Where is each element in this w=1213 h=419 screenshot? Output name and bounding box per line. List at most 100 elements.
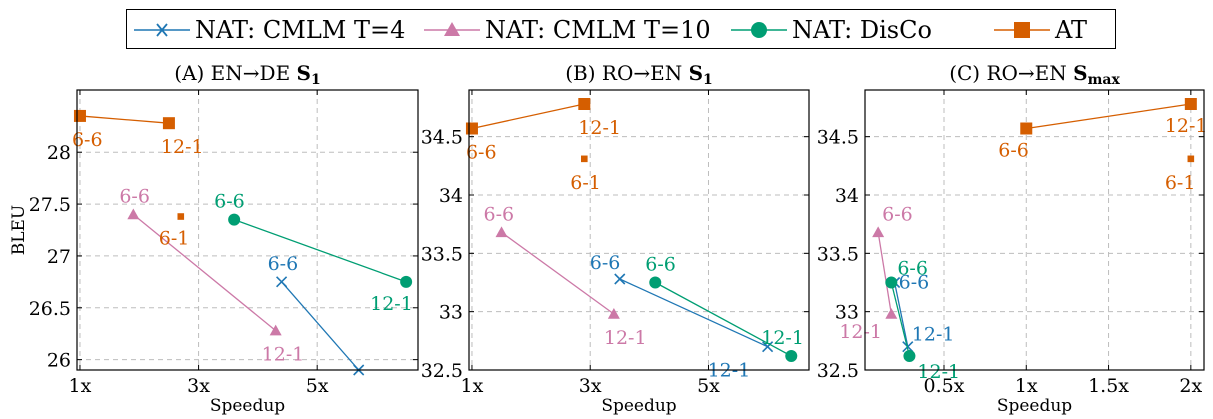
panel-a-xtick-label: 5x [306,375,329,397]
panel-c-ytick-label: 33 [835,302,859,324]
panel-a-point-cmlm4-b [276,276,288,288]
legend-item-disco: NAT: DisCo [730,10,932,50]
panel-a-point-label-disco: 6-6 [214,191,245,213]
panel-c-point-label-cmlm10: 12-1 [839,321,882,343]
panel-a-point-disco [228,213,241,226]
panel-c-ytick-label: 34 [835,185,859,207]
panel-a-ylabel: BLEU [9,205,29,256]
panel-b-point-label-cmlm10: 6-6 [484,203,515,225]
panel-b-point-disco [649,276,662,289]
panel-a-point-label-disco: 12-1 [370,293,413,315]
legend-label-at: AT [1055,16,1088,44]
panel-b-ytick-label: 33.5 [421,243,463,265]
panel-a-point-label-at: 12-1 [161,136,204,158]
panel-a-series-line-cmlm10 [132,213,277,332]
panel-a-ytick-label: 26.5 [29,298,71,320]
panel-b-point-label-cmlm4: 6-6 [590,252,621,274]
panel-a-xtick-label: 1x [69,375,92,397]
panel-a-point-cmlm10 [127,208,140,220]
panel-b-point-cmlm10 [495,226,508,238]
panel-c-ytick-label: 32.5 [817,360,859,382]
panel-c-series-line-at [1026,103,1191,130]
panel-c-xlabel: Speedup [997,396,1072,416]
panel-c-point-label-at: 6-6 [998,140,1029,162]
panel-a-point-cmlm10 [269,324,282,336]
legend-label-cmlm10: NAT: CMLM T=10 [485,16,711,44]
panel-c-series-line-disco [890,282,911,357]
panel-c-series-line-cmlm4 [893,282,909,347]
panel-b-point-label-at: 12-1 [578,117,621,139]
panel-b-point-label-at: 6-6 [466,142,497,164]
panel-b-series-line-cmlm4 [619,278,768,348]
panel-b-series-line-cmlm10 [501,231,615,315]
panel-a-ytick-label: 26 [47,350,71,372]
panel-b-ytick-label: 32.5 [421,360,463,382]
panel-b-point-cmlm4-b [614,273,626,285]
panel-b-point-label-disco: 12-1 [761,327,804,349]
panel-a-point-at [73,109,86,122]
legend-label-disco: NAT: DisCo [792,16,932,44]
panel-a-xlabel: Speedup [210,396,285,416]
panel-b-point-disco [785,350,798,362]
panel-c-point-cmlm10 [885,308,898,319]
panel-c-point-at [1020,122,1033,135]
legend-marker-x-icon [134,23,190,37]
panel-b-title: (B) RO→EN S1 [565,61,713,88]
panel-b-point-cmlm4-b [762,341,774,353]
legend-marker-square-icon [994,22,1050,38]
panel-a-extra-point-at [177,213,185,220]
panel-c-extra-point-label-at: 6-1 [1165,172,1196,194]
legend-item-cmlm10: NAT: CMLM T=10 [423,10,711,50]
panel-b-ytick-label: 34 [439,185,463,207]
panel-b-xtick-label: 3x [579,375,602,397]
panel-c-frame [864,89,1205,371]
panel-b-point-label-disco: 6-6 [645,254,676,276]
panel-c-xtick-label: 1x [1015,375,1038,397]
panel-c-point-label-cmlm4: 6-6 [899,272,930,294]
panel-c-point-disco [885,276,898,289]
panel-a-extra-point-label-at: 6-1 [159,228,190,250]
panel-b-point-at [578,98,591,110]
panel-a-point-disco [400,275,413,288]
panel-c-point-at [1184,98,1197,110]
legend-item-cmlm4: NAT: CMLM T=4 [133,10,405,50]
panel-c-ytick-label: 34.5 [817,127,859,149]
panel-b-series-line-at [471,103,585,130]
panel-b-ytick-label: 33 [439,302,463,324]
panel-c-point-label-disco: 12-1 [917,361,960,383]
panel-c-xtick-label: 0.5x [924,375,965,397]
panel-a-point-at [162,117,175,130]
panel-a-xtick-label: 3x [187,375,210,397]
panel-a-title: (A) EN→DE S1 [174,61,320,88]
panel-a-point-label-at: 6-6 [72,129,103,151]
panel-c-xtick-label: 2x [1179,375,1202,397]
panel-c-extra-point-at [1187,155,1195,163]
panel-c-point-label-at: 12-1 [1165,115,1208,137]
legend-label-cmlm4: NAT: CMLM T=4 [195,16,406,44]
panel-a-frame [76,89,419,371]
panel-c-title: (C) RO→EN Smax [949,61,1120,88]
panel-c-point-label-cmlm4: 12-1 [912,324,955,346]
panel-a-point-label-cmlm4: 6-6 [268,253,299,275]
panel-a-series-line-disco [233,219,407,283]
legend-marker-triangle-icon [424,22,480,36]
legend-marker-circle-icon [731,22,787,38]
panel-c-point-label-disco: 6-6 [897,258,928,280]
panel-c-xtick-label: 1.5x [1088,375,1129,397]
panel-b-extra-point-at [581,155,588,163]
panel-a-point-label-cmlm10: 6-6 [119,185,150,207]
panel-c-point-cmlm10 [872,226,885,238]
panel-b-extra-point-label-at: 6-1 [570,172,601,194]
panel-a-ytick-label: 28 [47,142,71,164]
panel-a-ytick-label: 27.5 [29,194,71,216]
panel-b-xtick-label: 1x [461,375,484,397]
panel-a-series-line-at [79,115,169,124]
panel-c-point-disco [903,350,916,362]
panel-c-series-line-cmlm10 [877,232,892,315]
panel-c-point-label-cmlm10: 6-6 [882,203,913,225]
panel-b-xlabel: Speedup [601,396,676,416]
legend: NAT: CMLM T=4 NAT: CMLM T=10 NAT: DisCo … [126,9,1116,49]
panel-a-point-label-cmlm10: 12-1 [262,344,305,366]
legend-item-at: AT [993,10,1087,50]
